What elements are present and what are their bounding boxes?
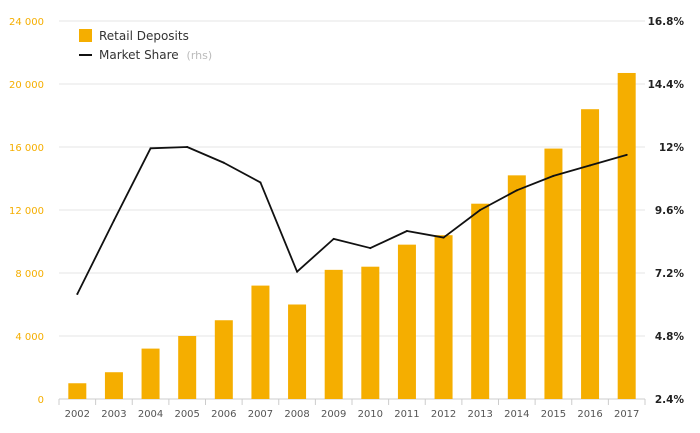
right-tick-label: 12%: [659, 142, 685, 154]
left-tick-label: 0: [38, 395, 44, 406]
grid-lines: [58, 20, 646, 405]
bar-2012: [434, 235, 453, 399]
bar-series-retail-deposits: [68, 72, 636, 399]
legend-bars-label: Retail Deposits: [99, 29, 189, 43]
left-tick-label: 16 000: [9, 143, 44, 154]
x-tick-label: 2005: [174, 409, 199, 420]
x-tick-label: 2010: [358, 409, 383, 420]
legend-line-suffix: (rhs): [187, 49, 213, 62]
right-tick-label: 7.2%: [655, 268, 685, 280]
right-tick-label: 16.8%: [648, 16, 685, 28]
right-tick-label: 2.4%: [655, 394, 685, 406]
bar-2010: [361, 266, 380, 399]
bar-2016: [581, 109, 600, 399]
line-point-2013: [479, 209, 482, 211]
left-tick-label: 20 000: [9, 80, 44, 91]
legend: Retail Deposits Market Share (rhs): [79, 29, 212, 62]
left-tick-label: 24 000: [9, 17, 44, 28]
x-tick-label: 2011: [394, 409, 419, 420]
x-tick-label: 2007: [248, 409, 273, 420]
line-point-2005: [186, 146, 189, 148]
line-point-2012: [442, 236, 445, 239]
x-tick-label: 2002: [65, 409, 90, 420]
line-point-2008: [296, 270, 299, 273]
line-point-2014: [515, 189, 518, 192]
left-tick-label: 12 000: [9, 206, 44, 217]
line-point-2006: [222, 161, 225, 164]
bar-2015: [544, 148, 563, 399]
bar-2003: [104, 372, 123, 399]
x-tick-label: 2012: [431, 409, 456, 420]
x-tick-label: 2008: [284, 409, 309, 420]
bar-2007: [251, 285, 270, 399]
x-tick-label: 2006: [211, 409, 236, 420]
line-point-2009: [332, 237, 335, 240]
right-axis-ticks: 2.4% 4.8% 7.2% 9.6% 12% 14.4% 16.8%: [648, 16, 685, 406]
line-point-2002: [76, 293, 79, 295]
bar-2017: [617, 72, 636, 399]
left-axis-ticks: 0 4 000 8 000 12 000 16 000 20 000 24 000: [9, 17, 44, 406]
bar-2014: [507, 175, 526, 399]
x-tick-label: 2017: [614, 409, 639, 420]
x-tick-label: 2014: [504, 409, 529, 420]
x-axis-ticks: 2002 2003 2004 2005 2006 2007 2008 2009 2010 2011…: [65, 409, 640, 420]
bar-2004: [141, 348, 160, 399]
bar-2005: [178, 336, 197, 399]
x-tick-label: 2013: [467, 409, 492, 420]
svg-text:Market Share (rhs): Market Share (rhs): [99, 48, 212, 62]
left-tick-label: 4 000: [15, 332, 44, 343]
x-tick-label: 2009: [321, 409, 346, 420]
line-point-2003: [112, 219, 115, 222]
x-tick-label: 2004: [138, 409, 163, 420]
bar-2002: [68, 383, 87, 399]
line-point-2011: [405, 230, 408, 232]
legend-line-label: Market Share: [99, 48, 179, 62]
line-point-2017: [625, 153, 628, 156]
bar-2013: [471, 203, 490, 399]
line-point-2015: [552, 174, 555, 177]
right-tick-label: 14.4%: [648, 79, 685, 91]
line-point-2016: [589, 164, 592, 167]
left-tick-label: 8 000: [15, 269, 44, 280]
bar-2009: [324, 269, 343, 399]
right-tick-label: 9.6%: [655, 205, 685, 217]
line-series-market-share: [76, 146, 628, 295]
x-tick-label: 2016: [577, 409, 602, 420]
x-tick-label: 2003: [101, 409, 126, 420]
x-tick-label: 2015: [541, 409, 566, 420]
right-tick-label: 4.8%: [655, 331, 685, 343]
bar-2011: [397, 244, 416, 399]
bar-2008: [288, 304, 307, 399]
line-point-2007: [259, 181, 262, 184]
market-share-line: [76, 146, 627, 295]
legend-bars-swatch: [79, 29, 92, 42]
line-point-2004: [149, 147, 152, 150]
line-point-2010: [369, 247, 372, 250]
bar-2006: [214, 320, 233, 399]
